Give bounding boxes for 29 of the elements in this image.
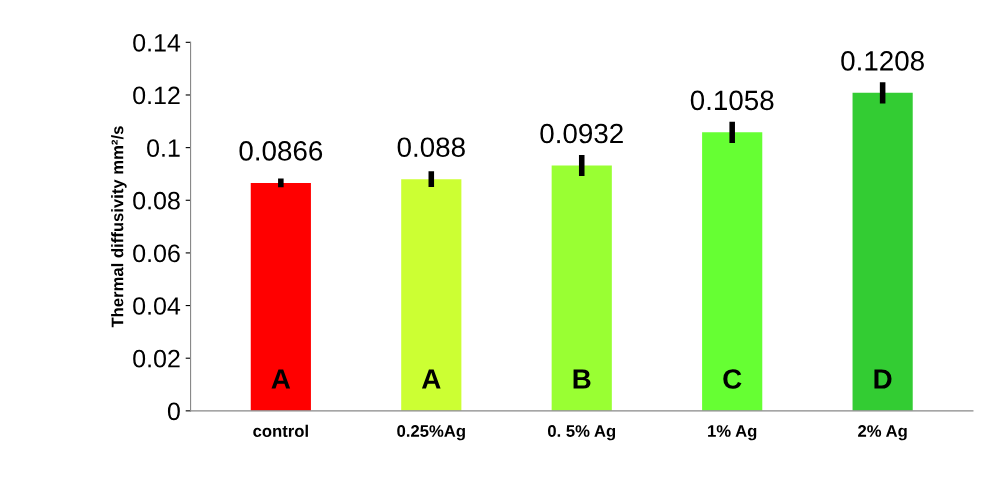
bar <box>401 179 462 411</box>
x-tick-label: 2% Ag <box>858 425 907 441</box>
x-tick-label: 1% Ag <box>708 425 757 441</box>
data-label: 0.0866 <box>239 141 323 161</box>
annotation: A <box>271 369 291 389</box>
annotation: D <box>874 369 892 389</box>
y-tick-label: 0.12 <box>133 86 180 105</box>
data-label: 0.0932 <box>540 123 623 144</box>
bar <box>702 132 763 411</box>
x-tick-label: control <box>253 424 308 437</box>
y-axis-title: Thermal diffusivity mm²/s <box>111 126 127 328</box>
data-label: 0.1058 <box>690 90 774 111</box>
annotation: B <box>573 369 591 389</box>
bar <box>852 92 913 411</box>
y-tick-label: 0.02 <box>133 349 180 368</box>
y-tick-label: 0.14 <box>133 33 181 52</box>
y-tick-label: 0.08 <box>133 191 180 210</box>
annotation: A <box>421 369 441 389</box>
x-tick-label: 0. 5% Ag <box>547 425 616 441</box>
y-tick-label: 0.1 <box>147 139 180 157</box>
y-tick-label: 0.04 <box>133 297 181 315</box>
bar <box>250 182 311 411</box>
x-tick-label: 0.25%Ag <box>397 425 465 441</box>
data-label: 0.1208 <box>841 51 924 71</box>
y-tick-label: 0 <box>167 402 180 421</box>
data-label: 0.088 <box>397 137 465 158</box>
y-tick-label: 0.06 <box>133 244 180 263</box>
bar <box>551 165 612 411</box>
annotation: C <box>723 369 742 389</box>
